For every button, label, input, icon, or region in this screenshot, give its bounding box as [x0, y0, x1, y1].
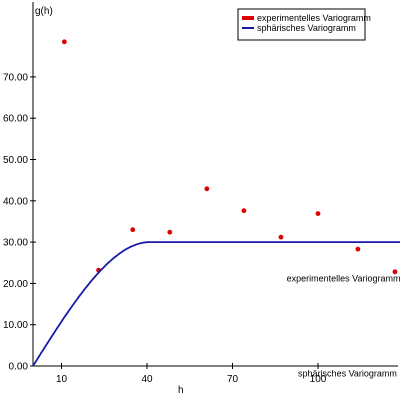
x-tick-label: 70 — [227, 374, 239, 385]
experimental-variogram-point — [204, 186, 210, 192]
series-layer — [32, 39, 400, 367]
legend-entry: sphärisches Variogramm — [257, 23, 356, 33]
x-tick-label: 40 — [141, 374, 153, 385]
spherical-variogram-line — [32, 241, 400, 367]
y-tick-label: 30.00 — [3, 238, 28, 249]
axes: g(h) h — [32, 2, 398, 396]
y-tick-label: 20.00 — [3, 279, 28, 290]
annotation-label: experimentelles Variogramm — [287, 273, 400, 283]
experimental-variogram-point — [167, 229, 173, 235]
tick-labels: 0.00 10.00 20.00 30.00 40.00 50.00 60.00 70.00 1… — [3, 72, 327, 385]
y-tick-label: 70.00 — [3, 72, 28, 83]
experimental-variogram-point — [355, 246, 361, 252]
experimental-variogram-point — [61, 39, 67, 45]
y-tick-label: 40.00 — [3, 196, 28, 207]
experimental-variogram-point — [130, 227, 136, 233]
x-tick-label: 100 — [310, 374, 327, 385]
y-tick-label: 0.00 — [9, 362, 29, 373]
legend-box — [237, 8, 366, 41]
annotations: experimentelles Variogramm sphärisches Va… — [287, 273, 400, 378]
y-axis-label: g(h) — [35, 6, 53, 17]
x-axis-label: h — [178, 385, 184, 396]
y-tick-label: 60.00 — [3, 114, 28, 125]
legend-entry: experimentelles Variogramm — [257, 13, 371, 23]
experimental-variogram-point — [315, 211, 321, 217]
y-tick-label: 10.00 — [3, 320, 28, 331]
experimental-variogram-point — [278, 234, 284, 240]
y-tick-label: 50.00 — [3, 155, 28, 166]
experimental-variogram-point — [241, 208, 247, 214]
x-tick-label: 10 — [56, 374, 68, 385]
experimental-variogram-point — [392, 269, 398, 275]
annotation-label: sphärisches Variogramm — [298, 368, 397, 378]
